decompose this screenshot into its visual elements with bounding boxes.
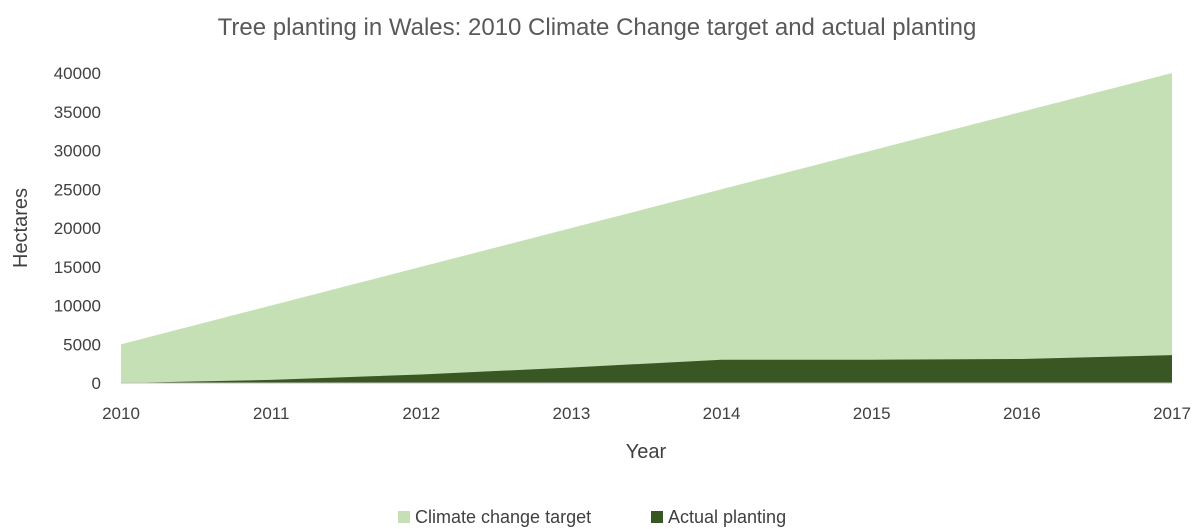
legend-label-actual-planting: Actual planting: [668, 507, 786, 527]
x-tick-label: 2017: [1153, 404, 1191, 423]
y-tick-label: 20000: [54, 219, 101, 238]
legend-swatch-actual-planting: [651, 511, 663, 523]
plot-areas: [121, 73, 1172, 383]
y-tick-label: 10000: [54, 297, 101, 316]
x-tick-label: 2014: [703, 404, 741, 423]
y-tick-label: 5000: [63, 335, 101, 354]
y-tick-label: 35000: [54, 103, 101, 122]
x-tick-label: 2011: [253, 404, 290, 423]
chart-title: Tree planting in Wales: 2010 Climate Cha…: [218, 14, 977, 41]
x-tick-label: 2016: [1003, 404, 1041, 423]
y-tick-label: 30000: [54, 142, 101, 161]
x-axis-ticks: 2010 2011 2012 2013 2014 2015 2016 2017: [102, 404, 1191, 423]
legend: Climate change target Actual planting: [398, 507, 786, 527]
y-tick-label: 0: [92, 374, 101, 393]
legend-label-climate-change-target: Climate change target: [415, 507, 591, 527]
x-tick-label: 2013: [553, 404, 591, 423]
y-tick-label: 15000: [54, 258, 101, 277]
x-tick-label: 2015: [853, 404, 891, 423]
y-tick-label: 25000: [54, 180, 101, 199]
x-axis-label: Year: [626, 441, 667, 463]
x-tick-label: 2012: [402, 404, 440, 423]
legend-swatch-climate-change-target: [398, 511, 410, 523]
area-actual-planting: [121, 355, 1172, 383]
y-axis-ticks: 0 5000 10000 15000 20000 25000 30000 35000 40000: [54, 64, 101, 393]
y-axis-label: Hectares: [10, 188, 32, 268]
area-climate-change-target: [121, 73, 1172, 383]
y-tick-label: 40000: [54, 64, 101, 83]
x-tick-label: 2010: [102, 404, 140, 423]
